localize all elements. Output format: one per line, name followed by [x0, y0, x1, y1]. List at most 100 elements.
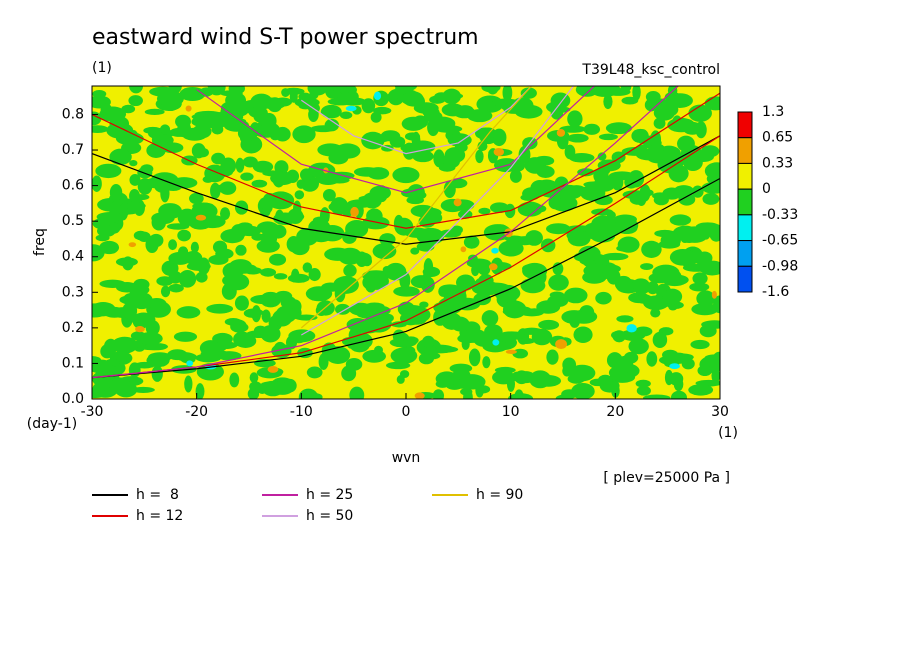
field-blob	[568, 152, 595, 163]
y-tick-label: 0.7	[62, 142, 84, 158]
field-blob	[648, 272, 671, 284]
field-blob	[195, 214, 207, 221]
field-blob	[429, 95, 446, 104]
field-blob	[598, 133, 618, 141]
field-blob	[492, 339, 500, 346]
colorbar-box	[737, 111, 753, 139]
field-blob	[632, 86, 641, 101]
field-blob	[640, 263, 654, 270]
field-blob	[305, 286, 333, 302]
field-blob	[346, 317, 369, 332]
field-blob	[484, 324, 503, 339]
field-blob	[567, 133, 589, 143]
field-blob	[160, 124, 171, 135]
field-blob	[518, 337, 535, 345]
field-blob	[433, 149, 445, 168]
field-blob	[691, 303, 719, 316]
field-blob	[315, 170, 341, 186]
field-blob	[678, 193, 696, 206]
chart-title: eastward wind S-T power spectrum	[92, 25, 479, 50]
field-blob	[449, 363, 473, 374]
field	[92, 86, 720, 399]
field-blob	[632, 278, 650, 292]
field-blob	[296, 179, 306, 189]
x-axis-label: wvn	[392, 450, 421, 466]
field-blob	[95, 163, 122, 179]
field-blob	[208, 254, 229, 265]
field-blob	[290, 239, 310, 256]
field-blob	[669, 214, 692, 226]
field-blob	[286, 169, 300, 184]
field-blob	[556, 132, 569, 150]
field-blob	[636, 129, 649, 145]
field-blob	[247, 387, 260, 399]
field-blob	[195, 383, 205, 399]
field-blob	[362, 349, 386, 363]
field-blob	[466, 258, 491, 269]
field-blob	[482, 356, 491, 369]
field-blob	[593, 167, 609, 184]
field-blob	[414, 392, 425, 399]
field-blob	[244, 308, 264, 317]
field-blob	[453, 106, 476, 119]
field-blob	[475, 385, 491, 394]
field-blob	[546, 101, 566, 113]
field-blob	[328, 249, 337, 256]
field-blob	[133, 230, 148, 241]
field-blob	[666, 274, 689, 286]
field-blob	[339, 111, 353, 119]
field-blob	[129, 174, 141, 186]
field-blob	[540, 238, 556, 253]
field-blob	[555, 339, 568, 350]
field-blob	[92, 90, 107, 98]
field-blob	[151, 365, 163, 382]
field-blob	[260, 268, 277, 277]
field-blob	[453, 198, 462, 207]
field-blob	[190, 241, 199, 253]
y-unit: (day-1)	[27, 416, 77, 432]
field-blob	[389, 136, 406, 148]
field-blob	[650, 130, 662, 149]
field-blob	[641, 240, 662, 258]
field-blob	[407, 184, 425, 201]
field-blob	[670, 390, 687, 399]
field-blob	[463, 235, 480, 249]
field-blob	[520, 277, 546, 294]
field-blob	[320, 104, 342, 119]
field-blob	[556, 129, 566, 137]
field-blob	[697, 365, 713, 377]
field-blob	[616, 315, 634, 323]
field-blob	[220, 157, 237, 175]
field-blob	[518, 145, 531, 164]
colorbar-box	[737, 214, 753, 242]
field-blob	[131, 386, 155, 393]
field-blob	[184, 375, 193, 393]
field-blob	[438, 163, 456, 172]
field-blob	[229, 372, 240, 388]
field-blob	[256, 239, 280, 253]
field-blob	[635, 294, 653, 304]
field-blob	[235, 244, 247, 256]
field-blob	[494, 284, 521, 302]
field-blob	[240, 172, 254, 181]
field-blob	[334, 284, 346, 303]
field-blob	[335, 92, 359, 99]
field-blob	[643, 394, 671, 399]
field-blob	[502, 86, 513, 102]
field-blob	[322, 188, 336, 202]
field-blob	[404, 132, 421, 141]
field-blob	[591, 215, 615, 233]
y-tick-label: 0.3	[62, 284, 84, 300]
field-blob	[367, 167, 390, 180]
field-blob	[561, 310, 587, 324]
field-blob	[437, 378, 463, 385]
field-blob	[472, 281, 501, 296]
field-blob	[273, 273, 288, 280]
field-blob	[546, 223, 571, 235]
field-blob	[603, 94, 613, 110]
field-blob	[538, 319, 560, 330]
field-blob	[536, 165, 555, 178]
field-blob	[548, 274, 569, 291]
field-blob	[454, 288, 467, 306]
field-blob	[428, 212, 443, 224]
